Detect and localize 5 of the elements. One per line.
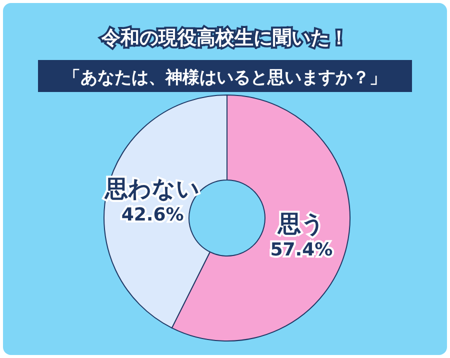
- chart-title: 令和の現役高校生に聞いた！: [100, 27, 348, 49]
- slice-label: 思う: [276, 212, 325, 238]
- data-label: 42.6%: [121, 204, 184, 226]
- data-label: 57.4%: [270, 240, 333, 261]
- chart-subtitle: 「あなたは、神様はいると思いますか？」: [64, 68, 386, 88]
